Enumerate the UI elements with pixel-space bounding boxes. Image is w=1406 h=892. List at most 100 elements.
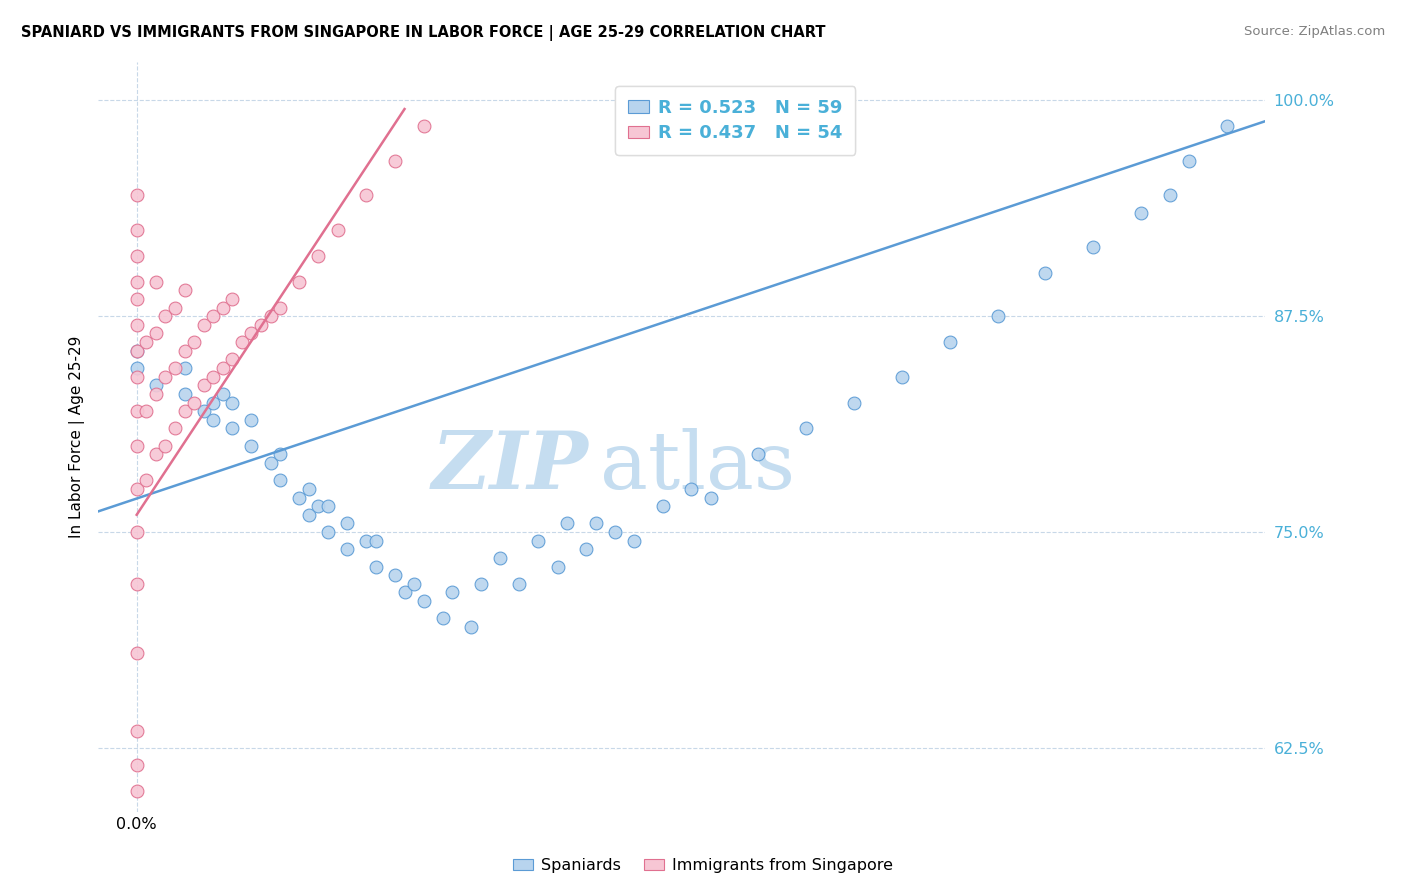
Point	[681, 482, 703, 496]
Point	[202, 310, 225, 324]
Point	[163, 421, 186, 435]
Point	[173, 404, 195, 418]
Point	[269, 473, 291, 487]
Point	[125, 249, 148, 263]
Point	[1178, 153, 1201, 168]
Point	[193, 378, 215, 392]
Legend: Spaniards, Immigrants from Singapore: Spaniards, Immigrants from Singapore	[508, 852, 898, 880]
Point	[135, 335, 157, 350]
Point	[240, 413, 263, 427]
Point	[221, 352, 243, 367]
Point	[259, 456, 281, 470]
Point	[794, 421, 817, 435]
Point	[298, 508, 321, 522]
Point	[298, 482, 321, 496]
Point	[125, 784, 148, 798]
Point	[316, 499, 339, 513]
Point	[547, 559, 569, 574]
Point	[603, 524, 626, 539]
Point	[1083, 240, 1105, 254]
Point	[202, 395, 225, 409]
Point	[384, 568, 406, 582]
Point	[384, 153, 406, 168]
Point	[155, 310, 177, 324]
Point	[316, 524, 339, 539]
Point	[173, 283, 195, 297]
Point	[163, 301, 186, 315]
Point	[145, 378, 167, 392]
Point	[747, 447, 769, 461]
Text: atlas: atlas	[600, 428, 796, 506]
Point	[155, 369, 177, 384]
Point	[307, 499, 329, 513]
Point	[441, 585, 464, 599]
Point	[125, 369, 148, 384]
Point	[125, 524, 148, 539]
Point	[145, 447, 167, 461]
Point	[125, 223, 148, 237]
Point	[193, 318, 215, 332]
Point	[221, 421, 243, 435]
Point	[125, 343, 148, 358]
Text: Source: ZipAtlas.com: Source: ZipAtlas.com	[1244, 25, 1385, 38]
Point	[651, 499, 673, 513]
Point	[1159, 188, 1181, 202]
Point	[125, 188, 148, 202]
Point	[987, 310, 1010, 324]
Point	[394, 585, 416, 599]
Point	[364, 533, 387, 548]
Point	[125, 292, 148, 306]
Point	[842, 395, 865, 409]
Point	[125, 646, 148, 660]
Point	[135, 404, 157, 418]
Point	[125, 577, 148, 591]
Point	[250, 318, 273, 332]
Point	[163, 361, 186, 376]
Point	[1035, 266, 1057, 280]
Point	[125, 404, 148, 418]
Point	[183, 395, 205, 409]
Y-axis label: In Labor Force | Age 25-29: In Labor Force | Age 25-29	[69, 336, 84, 538]
Point	[211, 301, 233, 315]
Point	[125, 758, 148, 772]
Point	[125, 361, 148, 376]
Point	[938, 335, 960, 350]
Point	[412, 594, 434, 608]
Point	[211, 387, 233, 401]
Point	[269, 447, 291, 461]
Point	[231, 335, 253, 350]
Point	[125, 482, 148, 496]
Point	[527, 533, 550, 548]
Point	[470, 577, 492, 591]
Point	[307, 249, 329, 263]
Point	[555, 516, 578, 531]
Legend: R = 0.523   N = 59, R = 0.437   N = 54: R = 0.523 N = 59, R = 0.437 N = 54	[614, 87, 855, 155]
Point	[336, 542, 359, 557]
Point	[1130, 205, 1153, 219]
Point	[575, 542, 598, 557]
Point	[211, 361, 233, 376]
Point	[145, 387, 167, 401]
Point	[125, 343, 148, 358]
Point	[183, 335, 205, 350]
Point	[404, 577, 426, 591]
Point	[623, 533, 645, 548]
Point	[155, 439, 177, 453]
Point	[173, 361, 195, 376]
Point	[145, 275, 167, 289]
Point	[173, 343, 195, 358]
Point	[145, 326, 167, 341]
Point	[508, 577, 530, 591]
Point	[432, 611, 454, 625]
Point	[890, 369, 912, 384]
Point	[125, 723, 148, 738]
Point	[240, 439, 263, 453]
Point	[354, 188, 377, 202]
Point	[354, 533, 377, 548]
Point	[336, 516, 359, 531]
Point	[193, 404, 215, 418]
Text: ZIP: ZIP	[432, 428, 589, 506]
Point	[125, 318, 148, 332]
Point	[202, 413, 225, 427]
Point	[125, 275, 148, 289]
